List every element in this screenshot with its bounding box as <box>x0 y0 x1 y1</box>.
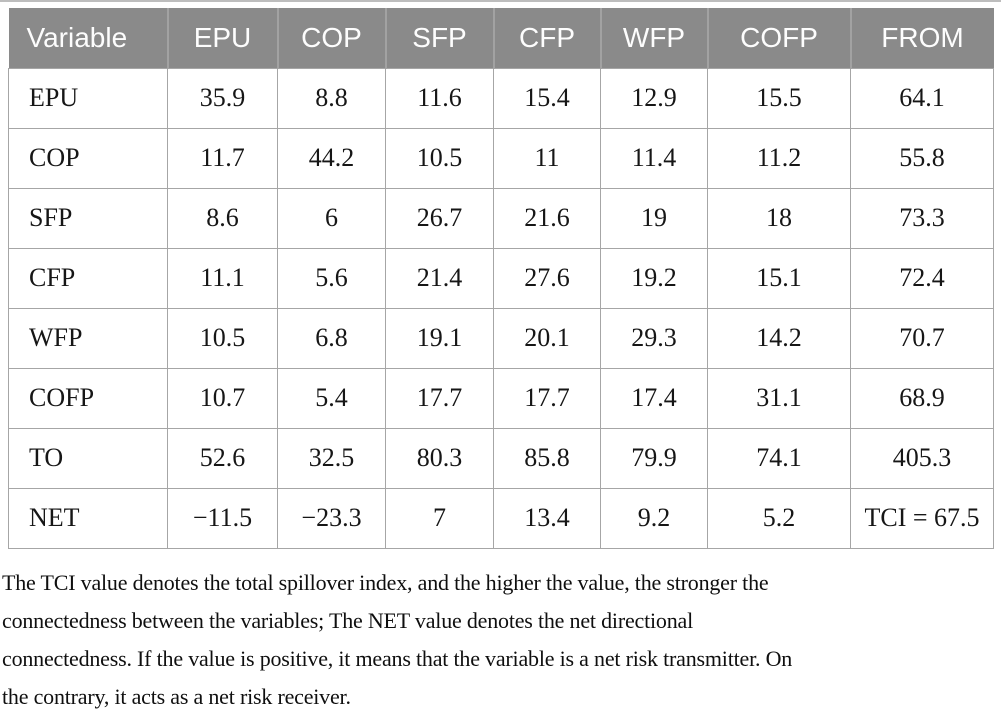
table-cell: 20.1 <box>493 307 601 369</box>
column-header-cofp: COFP <box>706 8 852 69</box>
table-cell: 10.5 <box>167 307 278 369</box>
table-cell: −23.3 <box>277 487 386 549</box>
table-row-epu: EPU 35.9 8.8 11.6 15.4 12.9 15.5 64.1 <box>8 67 994 129</box>
table-cell: 8.8 <box>277 67 386 129</box>
table-cell: 26.7 <box>385 187 494 249</box>
table-cell: 73.3 <box>850 187 994 249</box>
row-label: CFP <box>8 247 168 309</box>
table-cell: 11.7 <box>167 127 278 189</box>
table-cell: 7 <box>385 487 494 549</box>
table-cell: 70.7 <box>850 307 994 369</box>
table-cell: 6.8 <box>277 307 386 369</box>
table-cell: 68.9 <box>850 367 994 429</box>
table-cell: 11 <box>493 127 601 189</box>
row-label: COFP <box>8 367 168 429</box>
table-cell: −11.5 <box>167 487 278 549</box>
table-cell: 11.1 <box>167 247 278 309</box>
table-cell: 35.9 <box>167 67 278 129</box>
table-row-wfp: WFP 10.5 6.8 19.1 20.1 29.3 14.2 70.7 <box>8 307 994 369</box>
table-cell: 13.4 <box>493 487 601 549</box>
table-row-cop: COP 11.7 44.2 10.5 11 11.4 11.2 55.8 <box>8 127 994 189</box>
table-cell: 10.5 <box>385 127 494 189</box>
table-cell: 72.4 <box>850 247 994 309</box>
column-header-from: FROM <box>849 8 994 69</box>
table-row-net: NET −11.5 −23.3 7 13.4 9.2 5.2 TCI = 67.… <box>8 487 994 549</box>
table-cell: 5.6 <box>277 247 386 309</box>
table-cell: 8.6 <box>167 187 278 249</box>
table-cell: 12.9 <box>600 67 708 129</box>
table-cell: 405.3 <box>850 427 994 489</box>
table-cell: 27.6 <box>493 247 601 309</box>
column-header-wfp: WFP <box>599 8 709 69</box>
table-cell: 10.7 <box>167 367 278 429</box>
table-cell: 15.5 <box>707 67 851 129</box>
column-header-variable: Variable <box>8 8 169 69</box>
table-cell: 11.6 <box>385 67 494 129</box>
table-row-to: TO 52.6 32.5 80.3 85.8 79.9 74.1 405.3 <box>8 427 994 489</box>
column-header-epu: EPU <box>166 8 279 69</box>
table-cell: 31.1 <box>707 367 851 429</box>
row-label: WFP <box>8 307 168 369</box>
table-footnote: The TCI value denotes the total spillove… <box>2 564 1001 715</box>
table-cell: 18 <box>707 187 851 249</box>
column-header-sfp: SFP <box>384 8 495 69</box>
table-cell: 17.7 <box>385 367 494 429</box>
top-rule <box>0 0 1001 2</box>
table-row-cofp: COFP 10.7 5.4 17.7 17.7 17.4 31.1 68.9 <box>8 367 994 429</box>
table-cell: 85.8 <box>493 427 601 489</box>
table-cell: 5.2 <box>707 487 851 549</box>
table-cell: 79.9 <box>600 427 708 489</box>
column-header-cfp: CFP <box>492 8 602 69</box>
table-cell: 17.4 <box>600 367 708 429</box>
table-cell: 17.7 <box>493 367 601 429</box>
table-cell: 80.3 <box>385 427 494 489</box>
table-cell: 21.4 <box>385 247 494 309</box>
table-cell: 44.2 <box>277 127 386 189</box>
footnote-line: connectedness. If the value is positive,… <box>2 645 793 671</box>
table-cell: 32.5 <box>277 427 386 489</box>
table-cell: 21.6 <box>493 187 601 249</box>
row-label: COP <box>8 127 168 189</box>
row-label: TO <box>8 427 168 489</box>
table-row-cfp: CFP 11.1 5.6 21.4 27.6 19.2 15.1 72.4 <box>8 247 994 309</box>
row-label: EPU <box>8 67 168 129</box>
tci-value-cell: TCI = 67.5 <box>850 487 994 549</box>
table-cell: 14.2 <box>707 307 851 369</box>
table-cell: 55.8 <box>850 127 994 189</box>
table-row-sfp: SFP 8.6 6 26.7 21.6 19 18 73.3 <box>8 187 994 249</box>
row-label: SFP <box>8 187 168 249</box>
footnote-line: The TCI value denotes the total spillove… <box>2 569 769 595</box>
table-cell: 11.2 <box>707 127 851 189</box>
table-cell: 19.2 <box>600 247 708 309</box>
table-cell: 15.4 <box>493 67 601 129</box>
footnote-line: the contrary, it acts as a net risk rece… <box>2 683 351 709</box>
table-cell: 19.1 <box>385 307 494 369</box>
table-cell: 52.6 <box>167 427 278 489</box>
table-cell: 15.1 <box>707 247 851 309</box>
table-cell: 74.1 <box>707 427 851 489</box>
footnote-line: connectedness between the variables; The… <box>2 607 693 633</box>
table-cell: 5.4 <box>277 367 386 429</box>
table-cell: 6 <box>277 187 386 249</box>
table-cell: 64.1 <box>850 67 994 129</box>
table-cell: 19 <box>600 187 708 249</box>
table-cell: 11.4 <box>600 127 708 189</box>
spillover-table: Variable EPU COP SFP CFP WFP COFP FROM E… <box>8 8 994 549</box>
column-header-cop: COP <box>276 8 387 69</box>
table-cell: 29.3 <box>600 307 708 369</box>
header-row: Variable EPU COP SFP CFP WFP COFP FROM <box>8 8 994 69</box>
table-cell: 9.2 <box>600 487 708 549</box>
row-label: NET <box>8 487 168 549</box>
